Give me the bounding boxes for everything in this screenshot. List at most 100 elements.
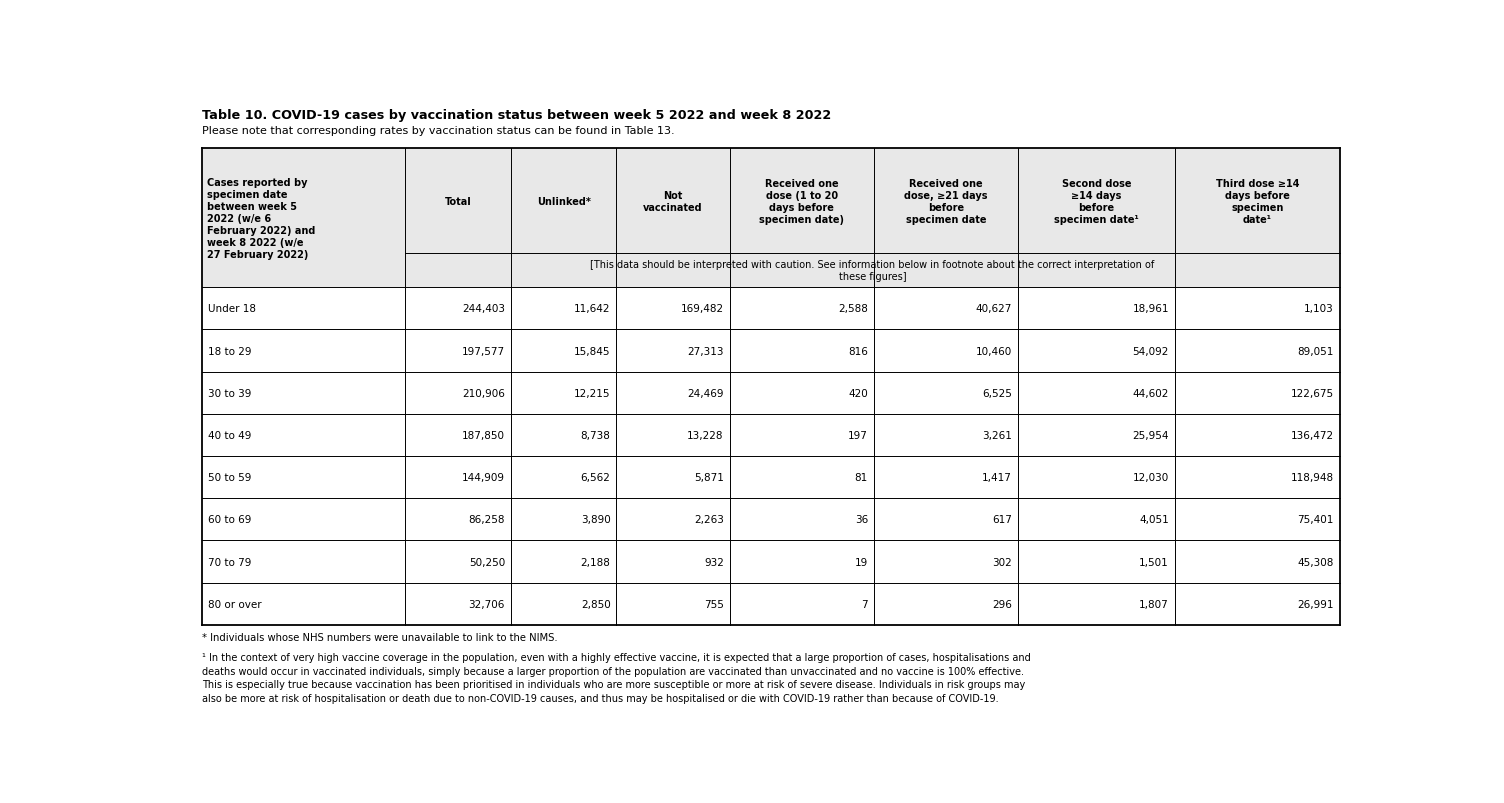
- Bar: [511, 499, 617, 540]
- Text: 816: 816: [848, 346, 868, 357]
- Text: 54,092: 54,092: [1133, 346, 1169, 357]
- Text: 617: 617: [993, 515, 1012, 524]
- Text: 36: 36: [854, 515, 868, 524]
- Text: 169,482: 169,482: [681, 304, 723, 314]
- Bar: [1175, 414, 1340, 456]
- Text: Second dose
≥14 days
before
specimen date¹: Second dose ≥14 days before specimen dat…: [1054, 178, 1139, 224]
- Text: 122,675: 122,675: [1290, 389, 1334, 398]
- Text: 118,948: 118,948: [1290, 472, 1334, 483]
- Text: 8,738: 8,738: [581, 430, 611, 440]
- Bar: [202, 288, 405, 330]
- Text: 1,501: 1,501: [1140, 556, 1169, 567]
- Bar: [511, 373, 617, 414]
- Bar: [202, 414, 405, 456]
- Bar: [729, 149, 874, 254]
- Text: 45,308: 45,308: [1298, 556, 1334, 567]
- Bar: [1018, 288, 1175, 330]
- Text: 302: 302: [993, 556, 1012, 567]
- Text: Not
vaccinated: Not vaccinated: [644, 190, 702, 212]
- Text: 2,188: 2,188: [581, 556, 611, 567]
- Text: 7: 7: [862, 599, 868, 609]
- Text: Received one
dose, ≥21 days
before
specimen date: Received one dose, ≥21 days before speci…: [904, 178, 988, 224]
- Bar: [874, 288, 1018, 330]
- Bar: [202, 330, 405, 373]
- Bar: [617, 583, 729, 625]
- Bar: [729, 499, 874, 540]
- Text: 932: 932: [704, 556, 723, 567]
- Bar: [405, 330, 511, 373]
- Text: Unlinked*: Unlinked*: [537, 196, 591, 206]
- Text: 26,991: 26,991: [1298, 599, 1334, 609]
- Text: 197: 197: [848, 430, 868, 440]
- Bar: [729, 414, 874, 456]
- Bar: [202, 540, 405, 583]
- Text: 197,577: 197,577: [462, 346, 505, 357]
- Bar: [405, 583, 511, 625]
- Bar: [874, 149, 1018, 254]
- Text: 80 or over: 80 or over: [208, 599, 262, 609]
- Bar: [511, 330, 617, 373]
- Text: 18 to 29: 18 to 29: [208, 346, 251, 357]
- Text: 12,030: 12,030: [1133, 472, 1169, 483]
- Text: 3,261: 3,261: [982, 430, 1012, 440]
- Text: 2,850: 2,850: [581, 599, 611, 609]
- Bar: [1175, 288, 1340, 330]
- Text: 2,263: 2,263: [693, 515, 723, 524]
- Bar: [405, 254, 1340, 288]
- Bar: [1018, 414, 1175, 456]
- Bar: [729, 540, 874, 583]
- Bar: [617, 149, 729, 254]
- Bar: [729, 583, 874, 625]
- Text: 40,627: 40,627: [976, 304, 1012, 314]
- Bar: [1018, 583, 1175, 625]
- Bar: [405, 288, 511, 330]
- Bar: [405, 149, 511, 254]
- Bar: [405, 373, 511, 414]
- Bar: [511, 583, 617, 625]
- Bar: [405, 540, 511, 583]
- Text: 40 to 49: 40 to 49: [208, 430, 251, 440]
- Bar: [617, 499, 729, 540]
- Text: 70 to 79: 70 to 79: [208, 556, 251, 567]
- Bar: [874, 456, 1018, 499]
- Bar: [1018, 330, 1175, 373]
- Bar: [511, 288, 617, 330]
- Text: Table 10. COVID-19 cases by vaccination status between week 5 2022 and week 8 20: Table 10. COVID-19 cases by vaccination …: [202, 108, 832, 122]
- Bar: [511, 149, 617, 254]
- Text: 244,403: 244,403: [462, 304, 505, 314]
- Text: 420: 420: [848, 389, 868, 398]
- Bar: [1018, 499, 1175, 540]
- Text: 755: 755: [704, 599, 723, 609]
- Bar: [1175, 499, 1340, 540]
- Text: Cases reported by
specimen date
between week 5
2022 (w/e 6
February 2022) and
we: Cases reported by specimen date between …: [206, 177, 314, 259]
- Text: 13,228: 13,228: [687, 430, 723, 440]
- Bar: [405, 414, 511, 456]
- Bar: [617, 330, 729, 373]
- Text: 25,954: 25,954: [1133, 430, 1169, 440]
- Bar: [202, 456, 405, 499]
- Text: 15,845: 15,845: [575, 346, 611, 357]
- Bar: [1175, 456, 1340, 499]
- Bar: [1175, 149, 1340, 254]
- Text: 89,051: 89,051: [1298, 346, 1334, 357]
- Bar: [874, 330, 1018, 373]
- Text: Third dose ≥14
days before
specimen
date¹: Third dose ≥14 days before specimen date…: [1215, 178, 1299, 224]
- Text: 12,215: 12,215: [575, 389, 611, 398]
- Text: 296: 296: [993, 599, 1012, 609]
- Text: 19: 19: [854, 556, 868, 567]
- Bar: [202, 499, 405, 540]
- Text: 136,472: 136,472: [1290, 430, 1334, 440]
- Text: 3,890: 3,890: [581, 515, 611, 524]
- Text: 1,417: 1,417: [982, 472, 1012, 483]
- Text: 27,313: 27,313: [687, 346, 723, 357]
- Bar: [405, 499, 511, 540]
- Text: 6,525: 6,525: [982, 389, 1012, 398]
- Text: 10,460: 10,460: [976, 346, 1012, 357]
- Bar: [874, 499, 1018, 540]
- Text: 44,602: 44,602: [1133, 389, 1169, 398]
- Bar: [617, 456, 729, 499]
- Bar: [1018, 456, 1175, 499]
- Text: 18,961: 18,961: [1133, 304, 1169, 314]
- Text: 5,871: 5,871: [693, 472, 723, 483]
- Text: 144,909: 144,909: [462, 472, 505, 483]
